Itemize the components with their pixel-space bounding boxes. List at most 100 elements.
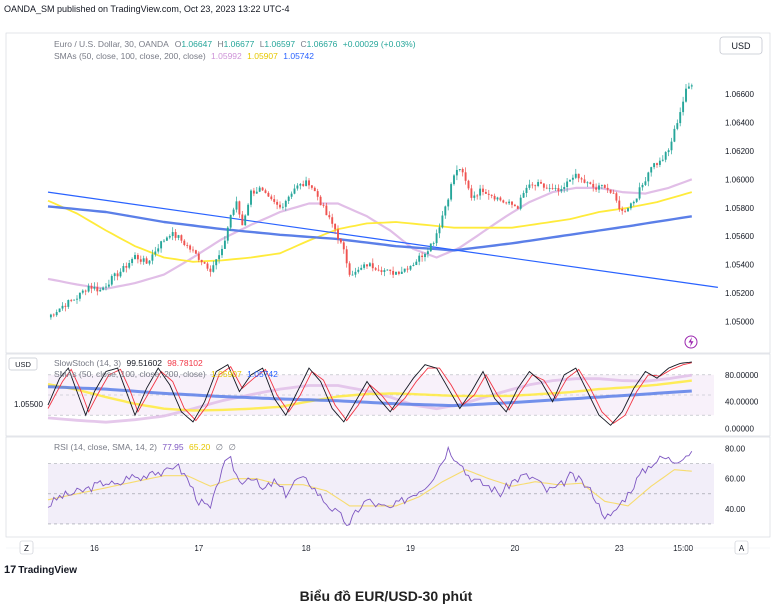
price-tick-label: 1.05200: [725, 289, 754, 298]
candle: [629, 202, 632, 211]
candle-body: [203, 262, 206, 264]
candle: [148, 259, 151, 266]
candle-body: [96, 287, 99, 292]
candle: [334, 223, 337, 235]
candle-body: [687, 86, 690, 89]
candle: [235, 196, 238, 213]
candle-body: [650, 167, 653, 173]
candle: [200, 259, 203, 266]
candle: [531, 182, 534, 189]
candle: [264, 188, 267, 194]
candle-body: [580, 178, 583, 180]
candle: [366, 263, 368, 269]
currency-badge[interactable]: [719, 36, 763, 55]
candle-body: [319, 196, 322, 206]
left-usd-badge[interactable]: [8, 357, 38, 371]
tradingview-logo-text: TradingView: [18, 564, 77, 576]
tradingview-logo[interactable]: 17 TradingView: [4, 564, 77, 576]
candle: [203, 261, 206, 264]
candle-body: [438, 227, 441, 234]
candle-body: [424, 253, 426, 258]
candle-body: [635, 198, 638, 202]
price-tick-label: 1.05000: [725, 318, 754, 327]
candle-body: [122, 265, 125, 272]
candle: [163, 238, 165, 243]
candle-body: [345, 249, 348, 264]
currency-label: USD: [731, 41, 751, 51]
candle: [676, 119, 679, 131]
stoch-overlay-sma200: [47, 385, 692, 408]
candle: [119, 268, 122, 278]
candle-body: [189, 245, 192, 250]
candle-body: [537, 182, 540, 187]
candle: [131, 257, 134, 266]
candle-body: [73, 299, 76, 301]
candle: [145, 256, 148, 265]
candle-body: [519, 197, 522, 209]
candle-body: [209, 268, 212, 272]
candle-body: [615, 193, 618, 201]
candle-body: [482, 188, 484, 192]
candle: [49, 313, 52, 320]
sma-legend: SMAs (50, close, 100, close, 200, close)…: [54, 51, 314, 61]
candle-body: [250, 190, 252, 205]
zoom-button[interactable]: [19, 540, 34, 555]
candle-body: [421, 255, 424, 258]
candle-body: [160, 241, 163, 249]
left-usd-label: USD: [15, 360, 31, 369]
candle-body: [131, 258, 134, 264]
candle: [522, 190, 525, 199]
candle-body: [310, 185, 313, 188]
candle-body: [67, 300, 70, 307]
candle-body: [116, 273, 119, 277]
candle-body: [302, 184, 305, 186]
candle-body: [163, 240, 165, 242]
rsi-lines: [47, 445, 693, 527]
candle-body: [55, 312, 58, 316]
candle: [331, 213, 334, 228]
candle-body: [371, 263, 374, 269]
candle-body: [76, 298, 78, 300]
stoch-tick-label: 80.00000: [725, 371, 759, 380]
candle-body: [374, 268, 377, 270]
candle-body: [516, 206, 519, 209]
candle: [154, 246, 157, 257]
candle: [566, 177, 569, 192]
candle-body: [368, 263, 371, 267]
stoch-d-line: [47, 362, 692, 424]
candle-body: [458, 168, 461, 170]
candle: [174, 229, 177, 241]
candle: [586, 181, 589, 187]
candle: [319, 195, 322, 206]
candle: [534, 184, 537, 191]
candle: [429, 243, 432, 252]
candle: [279, 201, 281, 210]
trading-chart[interactable]: 1.06600 1.06400 1.06200 1.06000 1.05800 1.056…: [0, 0, 772, 560]
candle: [70, 298, 73, 303]
candle: [113, 272, 116, 281]
candle-body: [84, 290, 87, 292]
candle: [351, 270, 354, 276]
candle: [102, 286, 105, 291]
main-pane[interactable]: [5, 32, 771, 354]
auto-scale-button[interactable]: [734, 540, 749, 555]
candle-body: [566, 181, 569, 188]
candle-body: [154, 251, 157, 255]
candle: [482, 184, 484, 196]
candle: [345, 245, 348, 268]
candle: [598, 182, 600, 194]
candle: [180, 234, 183, 244]
candle-body: [342, 242, 345, 250]
candle-body: [226, 227, 229, 241]
candle: [554, 184, 557, 192]
candle-body: [360, 267, 363, 270]
candle-body: [99, 289, 102, 292]
candle: [667, 148, 670, 157]
candle: [247, 203, 250, 216]
candle-body: [218, 255, 221, 260]
candle: [412, 262, 415, 267]
candle-body: [171, 232, 174, 237]
candle: [136, 253, 139, 264]
candle: [511, 201, 513, 209]
candle-body: [464, 172, 467, 181]
